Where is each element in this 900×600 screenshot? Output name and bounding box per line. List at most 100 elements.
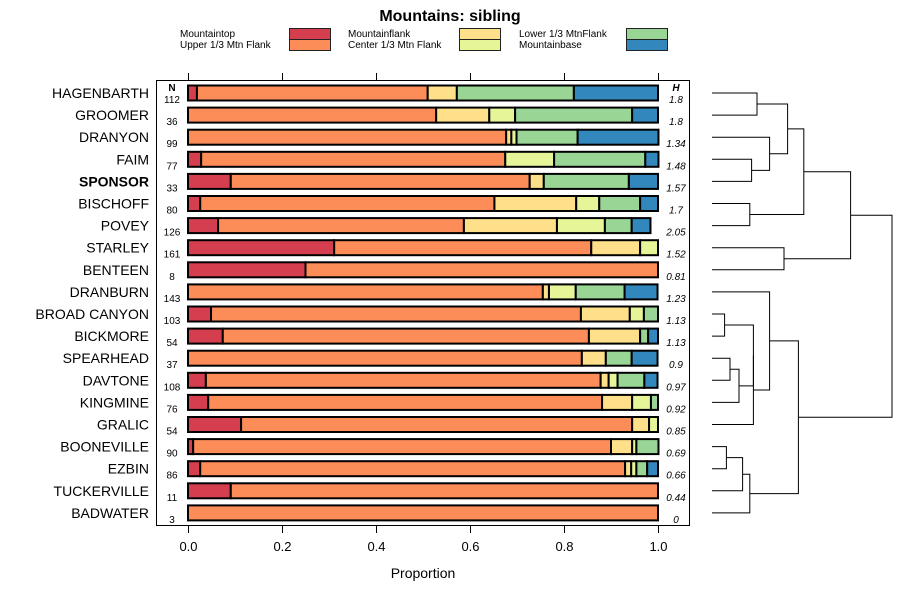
n-value: 143 (164, 294, 181, 305)
x-axis: 0.0 0.2 0.4 0.6 0.8 1.0 (179, 73, 668, 554)
bar-segment-mountaintop (187, 416, 243, 433)
x-axis-label: Proportion (391, 565, 456, 581)
bar-segment-mountainbase (647, 327, 660, 345)
bar-segment-mountainflank (587, 327, 642, 345)
row-label: BENTEEN (83, 262, 149, 278)
bar-segment-upper-1-3-mtn-flank (333, 239, 593, 257)
bar-segment-mountainbase (572, 84, 659, 102)
h-value: 0.92 (666, 404, 686, 415)
bar-segment-lower-1-3-mtnflank (635, 438, 660, 456)
dendrogram-branch (712, 291, 771, 391)
bar-row-badwater (187, 504, 659, 522)
n-value: 37 (166, 360, 178, 371)
dendrogram-branch (798, 214, 893, 418)
bar-segment-center-1-3-mtn-flank (575, 195, 601, 212)
row-label: TUCKERVILLE (54, 483, 149, 499)
bar-row-sponsor (187, 172, 659, 190)
bar-segment-center-1-3-mtn-flank (504, 150, 556, 168)
h-value: 1.7 (669, 206, 683, 217)
x-tick-label: 0.6 (461, 539, 479, 554)
bar-segment-mountaintop (187, 172, 232, 190)
bar-segment-mountainbase (631, 106, 660, 124)
bar-segment-mountainflank (601, 393, 634, 411)
bar-segment-lower-1-3-mtnflank (604, 349, 633, 367)
bar-segment-lower-1-3-mtnflank (635, 460, 649, 478)
x-tick-label: 0.0 (179, 539, 197, 554)
h-value: 1.8 (669, 117, 683, 128)
bar-segment-lower-1-3-mtnflank (574, 283, 626, 301)
bar-segment-center-1-3-mtn-flank (547, 283, 577, 301)
dendrogram-branch (757, 103, 789, 155)
bar-row-davtone (187, 371, 659, 389)
legend-swatch-mountaintop (289, 28, 331, 40)
bar-segment-upper-1-3-mtn-flank (207, 393, 604, 411)
bar-segment-mountainflank (590, 239, 642, 257)
h-value: 2.05 (665, 228, 686, 239)
bar-segment-mountainflank (426, 84, 458, 102)
h-value: 0.97 (666, 382, 686, 393)
n-value: 8 (169, 272, 175, 283)
bar-segment-upper-1-3-mtn-flank (229, 172, 531, 190)
h-value: 0.44 (666, 493, 686, 504)
bar-row-dranyon (187, 128, 660, 146)
row-label: HAGENBARTH (52, 85, 149, 101)
bar-segment-mountaintop (187, 327, 224, 345)
dendrogram-branch (712, 247, 785, 271)
h-value: 1.34 (666, 139, 686, 150)
bar-segment-upper-1-3-mtn-flank (199, 195, 496, 212)
row-label: DAVTONE (83, 372, 149, 388)
h-value: 1.13 (666, 316, 686, 327)
dendrogram (712, 92, 893, 514)
legend-swatch-lower-1-3-mtnflank (626, 28, 668, 40)
bar-segment-mountainbase (643, 371, 659, 389)
bar-row-kingmine (187, 393, 660, 411)
bars (187, 84, 660, 522)
row-labels: HAGENBARTH 112 1.8 GROOMER 36 1.8 DRANYON 99 1.3… (35, 85, 686, 526)
bar-segment-upper-1-3-mtn-flank (187, 349, 583, 367)
h-value: 1.8 (669, 95, 683, 106)
bar-segment-mountainbase (630, 217, 652, 235)
bar-segment-lower-1-3-mtnflank (553, 150, 647, 168)
bar-segment-mountaintop (187, 371, 207, 389)
bar-segment-upper-1-3-mtn-flank (192, 438, 612, 456)
bar-segment-mountainflank (435, 106, 491, 124)
bar-row-starley (187, 239, 660, 257)
h-value: 1.48 (666, 161, 686, 172)
row-label: FAIM (116, 151, 149, 167)
bar-segment-mountainflank (580, 349, 607, 367)
bar-segment-mountainbase (644, 150, 660, 168)
n-value: 54 (166, 427, 178, 438)
bar-segment-mountainbase (576, 128, 660, 146)
h-value: 0.85 (666, 427, 686, 438)
bar-segment-center-1-3-mtn-flank (555, 217, 606, 235)
bar-row-bickmore (187, 327, 660, 345)
dendrogram-branch (712, 158, 753, 182)
bar-segment-upper-1-3-mtn-flank (210, 305, 582, 323)
plot-frame (156, 80, 690, 526)
dendrogram-branch (712, 457, 744, 492)
bar-segment-mountainflank (493, 195, 578, 212)
bar-segment-center-1-3-mtn-flank (639, 239, 660, 257)
dendrogram-branch (712, 446, 727, 470)
legend-swatch-center-1-3-mtn-flank (459, 39, 501, 51)
bar-segment-lower-1-3-mtnflank (639, 327, 650, 345)
h-value: 0.69 (666, 449, 686, 460)
row-label: GRALIC (97, 417, 149, 433)
bar-segment-mountaintop (187, 84, 198, 102)
n-value: 11 (167, 493, 178, 504)
n-value: 36 (166, 117, 178, 128)
bar-row-dranburn (187, 283, 659, 301)
bar-row-bischoff (187, 195, 660, 212)
n-value: 112 (164, 95, 180, 106)
n-value: 86 (166, 471, 178, 482)
h-value: 1.57 (666, 183, 686, 194)
bar-segment-mountaintop (187, 217, 220, 235)
legend-label-mountaintop: Mountaintop (180, 29, 235, 40)
row-label: DRANYON (79, 129, 149, 145)
n-value: 103 (164, 316, 181, 327)
bar-segment-lower-1-3-mtnflank (598, 195, 642, 212)
bar-row-povey (187, 217, 652, 235)
n-value: 108 (164, 382, 181, 393)
bar-segment-upper-1-3-mtn-flank (240, 416, 634, 433)
